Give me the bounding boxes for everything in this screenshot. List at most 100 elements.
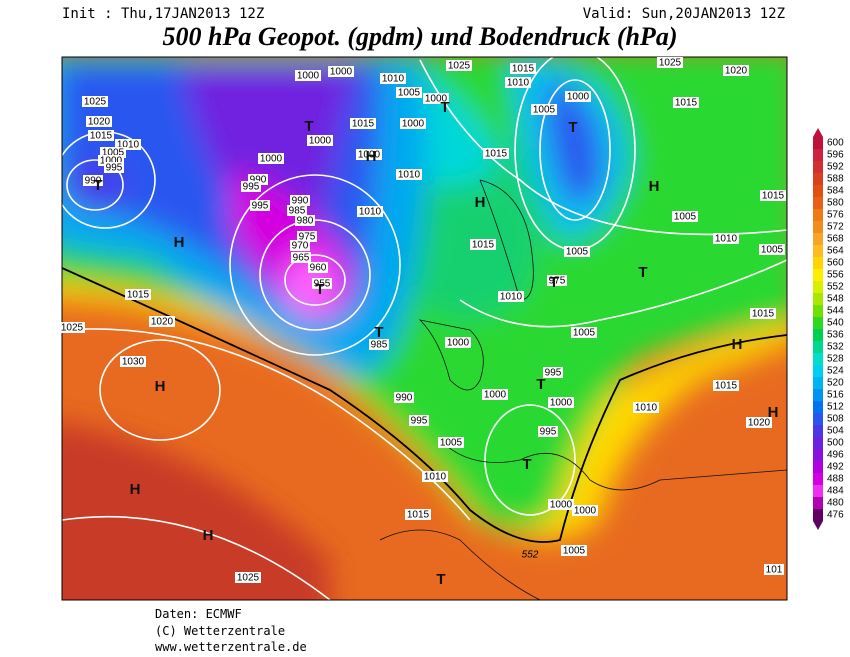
- label-box: [100, 147, 126, 158]
- label-box: [394, 392, 414, 403]
- legend-swatch: [813, 329, 823, 341]
- legend-swatch: [813, 305, 823, 317]
- label-box: [291, 252, 311, 263]
- legend-swatch: [813, 377, 823, 389]
- label-box: [396, 87, 422, 98]
- legend-swatch: [813, 497, 823, 509]
- label-box: [115, 139, 141, 150]
- legend-label: 496: [827, 450, 844, 461]
- source-url: www.wetterzentrale.de: [155, 640, 307, 654]
- label-box: [241, 181, 261, 192]
- label-box: [396, 169, 422, 180]
- label-box: [86, 116, 112, 127]
- label-box: [750, 308, 776, 319]
- legend-label: 500: [827, 438, 844, 449]
- isobar-label: 1005: [573, 328, 596, 339]
- isobar-label: 990: [396, 393, 413, 404]
- legend-label: 508: [827, 414, 844, 425]
- isobar-label: 1010: [382, 74, 405, 85]
- legend-label: 564: [827, 246, 844, 257]
- label-box: [713, 380, 739, 391]
- isobar-label: 1000: [100, 156, 123, 167]
- label-box: [328, 66, 354, 77]
- label-box: [149, 316, 175, 327]
- legend-swatch: [813, 437, 823, 449]
- legend-label: 524: [827, 366, 844, 377]
- pressure-system: H: [174, 234, 185, 251]
- isobar-label: 1000: [484, 390, 507, 401]
- legend-swatch: [813, 401, 823, 413]
- label-box: [409, 415, 429, 426]
- isobar-label: 1005: [398, 88, 421, 99]
- legend-swatch: [813, 149, 823, 161]
- isobar-label: 1010: [398, 170, 421, 181]
- pressure-system: T: [568, 119, 577, 136]
- label-box: [287, 205, 307, 216]
- isobar-label: 1010: [424, 472, 447, 483]
- map-field: [62, 57, 787, 600]
- isobar-label: 1005: [102, 148, 125, 159]
- isobar-label: 1015: [512, 64, 535, 75]
- legend-swatch: [813, 269, 823, 281]
- pressure-system: T: [374, 324, 383, 341]
- legend-label: 476: [827, 510, 844, 521]
- label-box: [290, 240, 310, 251]
- isobar-label: 101: [766, 565, 783, 576]
- legend-swatch: [813, 449, 823, 461]
- legend-swatch: [813, 389, 823, 401]
- legend-swatch: [813, 173, 823, 185]
- isobar-label: 1000: [330, 67, 353, 78]
- label-box: [82, 96, 108, 107]
- isobar-label: 1030: [122, 357, 145, 368]
- isobar-label: 1025: [84, 97, 107, 108]
- legend-label: 536: [827, 330, 844, 341]
- legend-label: 532: [827, 342, 844, 353]
- isobar-label: 995: [545, 368, 562, 379]
- label-box: [445, 337, 471, 348]
- legend-label: 580: [827, 198, 844, 209]
- isobar-label: 990: [85, 176, 102, 187]
- pressure-system: H: [155, 378, 166, 395]
- label-box: [235, 572, 261, 583]
- isobar-label: 1025: [237, 573, 260, 584]
- legend-swatch: [813, 461, 823, 473]
- legend-swatch: [813, 341, 823, 353]
- label-box: [531, 104, 557, 115]
- legend-swatch: [813, 257, 823, 269]
- isobars: [62, 57, 787, 600]
- pressure-system: H: [366, 148, 377, 165]
- legend-swatch: [813, 221, 823, 233]
- isobar-label: 1015: [485, 149, 508, 160]
- label-box: [248, 174, 268, 185]
- legend-label: 560: [827, 258, 844, 269]
- legend-swatch: [813, 509, 823, 521]
- isobar-label: 1000: [297, 71, 320, 82]
- pressure-system: T: [536, 376, 545, 393]
- label-box: [548, 397, 574, 408]
- label-box: [564, 246, 590, 257]
- label-box: [543, 367, 563, 378]
- isobar-label: 1015: [127, 290, 150, 301]
- label-box: [547, 275, 567, 286]
- label-box: [482, 389, 508, 400]
- legend-label: 528: [827, 354, 844, 365]
- legend-label: 576: [827, 210, 844, 221]
- label-box: [120, 356, 146, 367]
- legend-label: 504: [827, 426, 844, 437]
- legend-arrow-bottom: [813, 521, 823, 530]
- color-legend: 6005965925885845805765725685645605565525…: [813, 128, 844, 530]
- pressure-system: T: [93, 177, 102, 194]
- label-box: [548, 499, 574, 510]
- label-box: [446, 60, 472, 71]
- label-box: [438, 437, 464, 448]
- label-box: [125, 289, 151, 300]
- label-box: [312, 278, 332, 289]
- isobar-label: 1015: [90, 131, 113, 142]
- legend-label: 512: [827, 402, 844, 413]
- isobar-label: 1020: [151, 317, 174, 328]
- legend-swatch: [813, 365, 823, 377]
- label-box: [350, 118, 376, 129]
- isobar-label: 1000: [402, 119, 425, 130]
